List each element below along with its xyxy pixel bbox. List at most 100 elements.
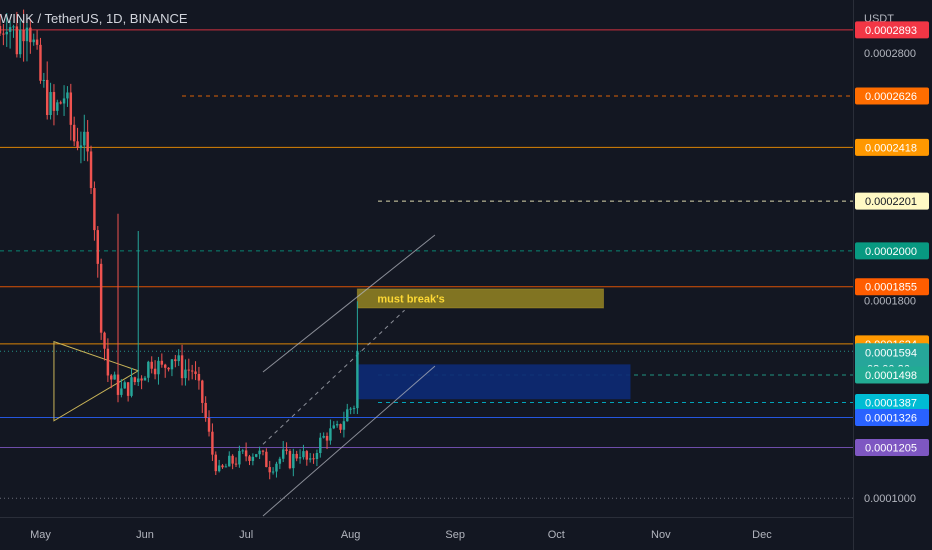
- candle-body: [167, 367, 170, 370]
- candle-body: [35, 39, 39, 45]
- candle-body: [248, 456, 251, 461]
- candles-layer: [0, 9, 359, 480]
- price-tick-label: 0.0001000: [864, 493, 916, 505]
- candle-body: [83, 131, 86, 146]
- candle-body: [150, 361, 153, 369]
- price-badge: [855, 278, 929, 296]
- candle-body: [66, 92, 69, 99]
- candle-body: [153, 368, 157, 375]
- candle-body: [278, 458, 282, 464]
- candle-body: [79, 145, 83, 148]
- candle-body: [251, 456, 255, 461]
- price-badge-label: 0.0002201: [865, 196, 917, 208]
- time-tick-label: Jun: [136, 529, 154, 541]
- time-scale[interactable]: May Jun Jul Aug Sep Oct Nov Dec: [0, 517, 853, 550]
- price-scale[interactable]: USDT0.00028000.00018000.00010000.0002893…: [853, 0, 932, 550]
- candle-body: [19, 29, 22, 55]
- candle-body: [69, 92, 73, 125]
- symbol-title[interactable]: WINK / TetherUS, 1D, BINANCE: [0, 11, 188, 26]
- candle-body: [130, 377, 133, 396]
- candle-body: [201, 380, 204, 403]
- price-badge-label: 0.0001855: [865, 282, 917, 294]
- candle-body: [258, 450, 261, 455]
- candle-body: [319, 437, 322, 454]
- time-scale-bg: [0, 517, 853, 550]
- time-tick-label: May: [30, 529, 51, 541]
- candle-body: [59, 102, 62, 104]
- time-tick-label: Aug: [341, 529, 361, 541]
- candle-body: [349, 408, 352, 410]
- candle-body: [140, 378, 143, 381]
- candle-body: [96, 230, 99, 264]
- candle-body: [52, 92, 56, 111]
- price-badge-label: 0.0001326: [865, 413, 917, 425]
- price-tick-label: 0.0002800: [864, 48, 916, 60]
- drawing-text-layer: must break's: [377, 293, 444, 305]
- candle-body: [265, 451, 268, 468]
- candle-body: [62, 98, 66, 104]
- candle-body: [234, 463, 238, 465]
- candle-body: [352, 408, 356, 410]
- must-break-label: must break's: [377, 293, 444, 305]
- candle-body: [228, 455, 231, 467]
- candle-body: [184, 369, 187, 379]
- candle-body: [12, 26, 15, 28]
- price-badge: [855, 393, 929, 411]
- candle-body: [170, 359, 174, 370]
- candle-body: [25, 27, 29, 42]
- candle-body: [339, 424, 342, 430]
- price-badge-label: 0.0002000: [865, 246, 917, 258]
- candle-body: [45, 79, 49, 116]
- candle-body: [137, 378, 140, 383]
- candle-body: [288, 450, 292, 469]
- candle-body: [217, 465, 221, 472]
- candle-body: [281, 449, 285, 459]
- candle-body: [322, 435, 325, 438]
- candle-body: [133, 377, 137, 383]
- candle-body: [305, 451, 309, 460]
- candle-body: [174, 359, 177, 362]
- candle-body: [335, 424, 339, 426]
- candle-body: [342, 421, 346, 430]
- candle-body: [315, 453, 319, 460]
- candle-body: [295, 453, 298, 459]
- candle-body: [120, 388, 123, 395]
- price-badge-label: 0.0002893: [865, 25, 917, 37]
- price-badge: [855, 242, 929, 260]
- candle-body: [76, 141, 79, 148]
- channel-mid: [262, 309, 405, 445]
- candle-body: [271, 471, 275, 473]
- candle-body: [275, 463, 278, 472]
- price-badge-label: 0.0002626: [865, 91, 917, 103]
- time-tick-label: Sep: [445, 529, 465, 541]
- price-badge-label: 0.0001387: [865, 397, 917, 409]
- price-badge: [855, 87, 929, 105]
- candle-body: [207, 417, 211, 432]
- candle-body: [42, 79, 46, 81]
- candle-body: [116, 374, 120, 395]
- candle-body: [157, 360, 160, 375]
- candle-body: [255, 454, 258, 457]
- price-badge-label: 0.0001594: [865, 347, 917, 359]
- time-tick-label: Oct: [548, 529, 565, 541]
- candle-body: [177, 355, 180, 362]
- price-badge: [855, 192, 929, 210]
- price-badge: [855, 138, 929, 156]
- demand-zone-box: [357, 364, 631, 400]
- candle-body: [113, 374, 116, 380]
- candle-body: [32, 39, 35, 43]
- candle-body: [0, 26, 2, 34]
- candle-body: [187, 369, 191, 371]
- candle-body: [221, 465, 224, 468]
- candle-body: [99, 263, 103, 333]
- candle-body: [126, 382, 130, 396]
- candle-body: [147, 361, 150, 378]
- candle-body: [329, 428, 332, 441]
- candle-body: [56, 102, 59, 111]
- channel-lower: [262, 365, 436, 517]
- candle-body: [143, 377, 147, 381]
- time-tick-label: Jul: [239, 529, 253, 541]
- candle-body: [39, 44, 42, 81]
